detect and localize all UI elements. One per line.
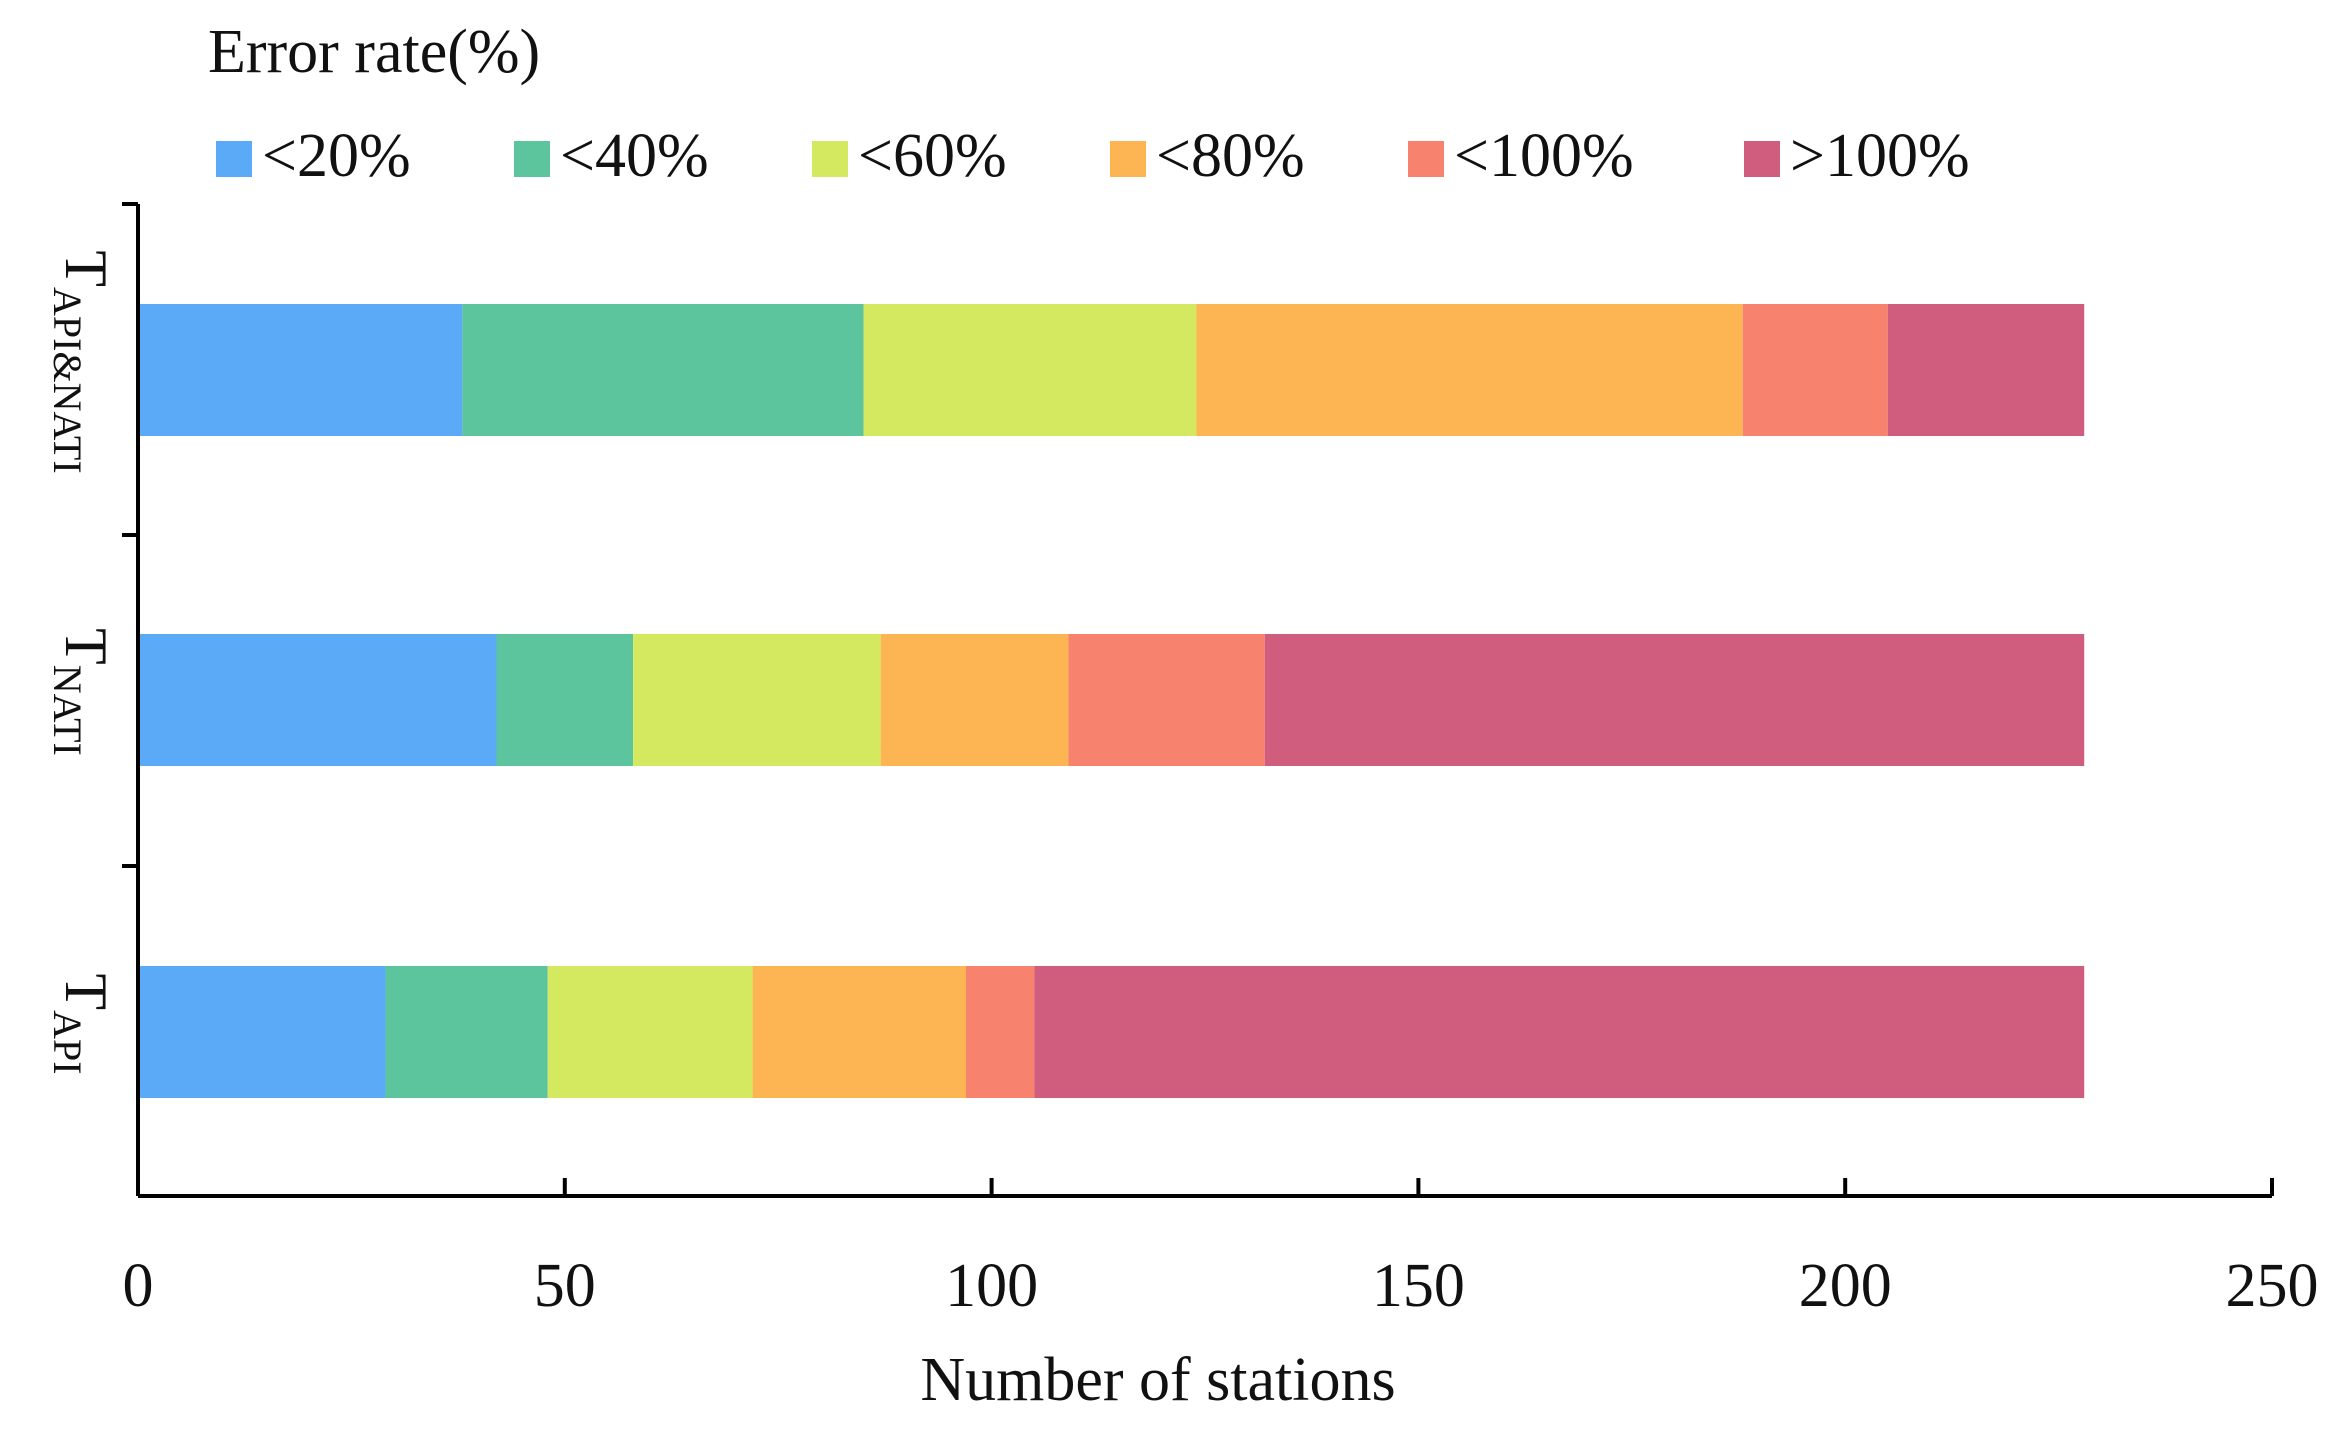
legend-label: <60% <box>858 122 1007 190</box>
bar-segment-1-3 <box>863 304 1197 436</box>
axes <box>122 202 2274 1198</box>
x-tick-label-250: 250 <box>2226 1252 2319 1320</box>
bar-segment-2-3 <box>633 634 881 766</box>
bar-segment-1-1 <box>138 304 463 436</box>
legend-swatch <box>812 141 848 177</box>
category-main: T <box>53 973 119 1010</box>
x-tick-label-150: 150 <box>1372 1252 1465 1320</box>
svg-text:TAPI&NATI: TAPI&NATI <box>45 250 119 473</box>
bar-segment-2-6 <box>1264 634 2085 766</box>
legend-swatch <box>514 141 550 177</box>
bar-segment-3-1 <box>138 966 386 1098</box>
bar-segment-1-5 <box>1742 304 1888 436</box>
svg-text:TAPI: TAPI <box>45 973 119 1074</box>
legend-item-5: <100% <box>1408 122 1634 190</box>
y-category-label-3: TAPI <box>45 973 119 1074</box>
legend-label: >100% <box>1790 122 1970 190</box>
bar-segment-3-2 <box>385 966 548 1098</box>
legend-label: <20% <box>262 122 411 190</box>
bar-segment-2-5 <box>1068 634 1265 766</box>
legend-swatch <box>1744 141 1780 177</box>
bar-segment-2-4 <box>880 634 1069 766</box>
bar-segment-1-2 <box>462 304 864 436</box>
bar-segment-2-1 <box>138 634 497 766</box>
category-subscript: NATI <box>45 665 90 756</box>
legend-label: <40% <box>560 122 709 190</box>
category-subscript: API&NATI <box>45 287 90 474</box>
legend-label: <80% <box>1156 122 1305 190</box>
legend-item-4: <80% <box>1110 122 1305 190</box>
x-axis-label: Number of stations <box>920 1346 1395 1414</box>
bar-segment-2-2 <box>496 634 634 766</box>
legend-item-1: <20% <box>216 122 411 190</box>
x-tick-labels: 0 50 100 150 200 250 <box>123 1252 2319 1320</box>
x-tick-label-0: 0 <box>123 1252 154 1320</box>
bar-segment-3-6 <box>1034 966 2085 1098</box>
y-category-label-2: TNATI <box>45 628 119 756</box>
legend-item-2: <40% <box>514 122 709 190</box>
legend-item-6: >100% <box>1744 122 1970 190</box>
legend: <20% <40% <60% <80% <100% >100% <box>216 122 1970 190</box>
svg-text:TNATI: TNATI <box>45 628 119 756</box>
x-tick-label-50: 50 <box>534 1252 596 1320</box>
x-tick-label-200: 200 <box>1799 1252 1892 1320</box>
bar-segment-1-4 <box>1196 304 1743 436</box>
category-main: T <box>53 628 119 665</box>
legend-title: Error rate(%) <box>208 18 540 86</box>
legend-item-3: <60% <box>812 122 1007 190</box>
bar-segment-3-3 <box>547 966 753 1098</box>
category-main: T <box>53 250 119 287</box>
x-tick-label-100: 100 <box>945 1252 1038 1320</box>
legend-swatch <box>216 141 252 177</box>
bar-segment-3-4 <box>752 966 966 1098</box>
legend-swatch <box>1110 141 1146 177</box>
category-subscript: API <box>45 1010 90 1074</box>
bar-segment-3-5 <box>965 966 1035 1098</box>
legend-label: <100% <box>1454 122 1634 190</box>
y-category-label-1: TAPI&NATI <box>45 250 119 473</box>
legend-swatch <box>1408 141 1444 177</box>
bar-segment-1-6 <box>1887 304 2085 436</box>
bars <box>138 304 2085 1098</box>
